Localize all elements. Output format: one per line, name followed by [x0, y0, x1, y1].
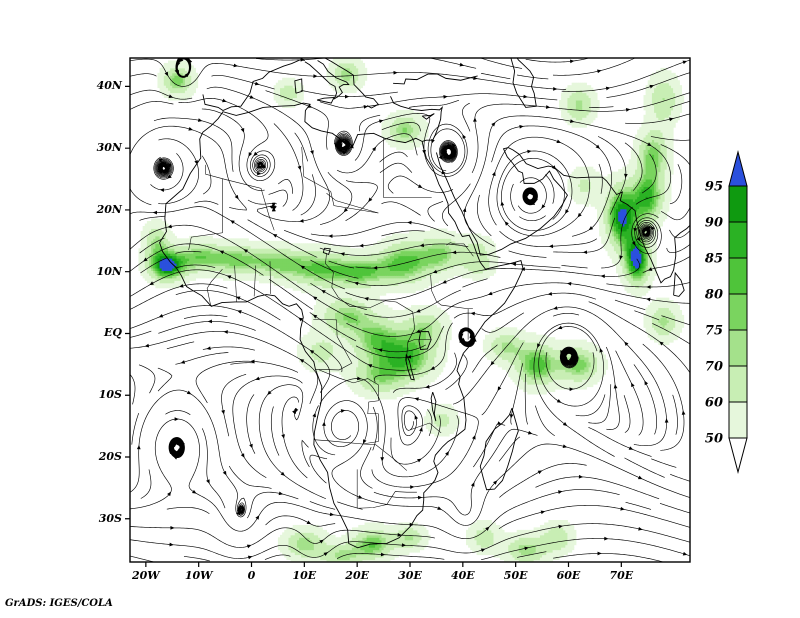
colorbar-tick-label: 80: [705, 288, 723, 303]
lon-tick-label: 10W: [184, 569, 213, 582]
lon-tick-label: 20W: [132, 569, 160, 582]
lon-tick-label: 60E: [556, 569, 581, 582]
colorbar-tick-label: 60: [705, 396, 723, 411]
colorbar-segment: [728, 365, 748, 403]
lat-tick-label: 10N: [96, 264, 122, 278]
colorbar-tick-label: 85: [705, 252, 723, 267]
lon-tick-label: 10E: [292, 569, 317, 582]
colorbar-tick-label: 70: [705, 360, 723, 375]
colorbar-segment: [728, 293, 748, 331]
colorbar-segment: [728, 257, 748, 295]
colorbar-segment: [728, 401, 748, 439]
lat-tick-label: 10S: [98, 388, 122, 402]
colorbar-legend: 95 90 85 80 75 70 60 50: [705, 150, 748, 474]
colorbar-tick-label: 50: [705, 432, 723, 447]
lat-tick-label: EQ: [104, 326, 122, 340]
lon-tick-label: 30E: [398, 569, 422, 582]
colorbar-tick-label: 75: [705, 324, 723, 339]
colorbar-segment: [728, 185, 748, 223]
colorbar-over-arrow: [728, 150, 748, 187]
lat-tick-label: 40N: [96, 79, 122, 93]
grads-attribution: GrADS: IGES/COLA: [5, 598, 113, 609]
colorbar-tick-label: 95: [705, 180, 723, 195]
lat-tick-label: 20N: [96, 202, 122, 216]
colorbar-under-arrow: [728, 437, 748, 474]
colorbar-tick-label: 90: [705, 216, 723, 231]
lon-tick-label: 70E: [609, 569, 634, 582]
colorbar-segment: [728, 221, 748, 259]
lon-tick-label: 20E: [345, 569, 369, 582]
lat-tick-label: 30N: [96, 141, 122, 155]
lon-tick-label: 40E: [450, 569, 475, 582]
lat-tick-label: 30S: [98, 511, 122, 525]
lon-tick-label: 0: [247, 569, 256, 582]
lat-tick-label: 20S: [98, 450, 122, 463]
colorbar-segment: [728, 329, 748, 367]
lon-tick-label: 50E: [503, 569, 528, 582]
